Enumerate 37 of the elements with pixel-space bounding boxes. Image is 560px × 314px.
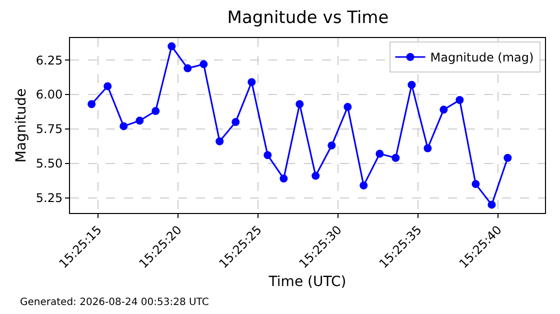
point: [216, 137, 224, 146]
point: [440, 106, 448, 114]
point: [472, 180, 480, 188]
point: [248, 78, 256, 86]
point: [328, 141, 336, 150]
point: [488, 200, 496, 209]
y-tick-label: 5.75: [36, 122, 63, 136]
point: [296, 100, 304, 108]
point: [504, 154, 512, 162]
chart-title: Magnitude vs Time: [227, 8, 389, 28]
legend-label: Magnitude (mag): [430, 50, 534, 65]
point: [360, 181, 368, 190]
x-axis-title: Time (UTC): [268, 274, 346, 290]
point: [152, 107, 160, 116]
y-tick-label: 5.25: [36, 191, 63, 206]
point: [344, 102, 352, 111]
point: [88, 100, 96, 108]
point: [424, 144, 432, 152]
y-tick-label: 6.00: [36, 88, 63, 102]
point: [184, 64, 192, 72]
point: [280, 174, 288, 183]
point: [200, 60, 208, 68]
y-axis-title: Magnitude: [13, 88, 30, 163]
point: [392, 154, 400, 162]
y-tick-label: 6.25: [36, 53, 63, 68]
point: [312, 172, 320, 180]
point: [232, 118, 240, 126]
point: [136, 116, 144, 125]
point: [408, 80, 416, 89]
point: [104, 82, 112, 90]
point: [264, 151, 272, 160]
point: [456, 96, 464, 104]
text: Generated: 2026-08-24 00:53:28 UTC: [20, 297, 209, 308]
y-tick-label: 5.50: [36, 156, 63, 171]
point: [120, 122, 128, 130]
point: [376, 150, 384, 158]
point: [168, 42, 176, 50]
